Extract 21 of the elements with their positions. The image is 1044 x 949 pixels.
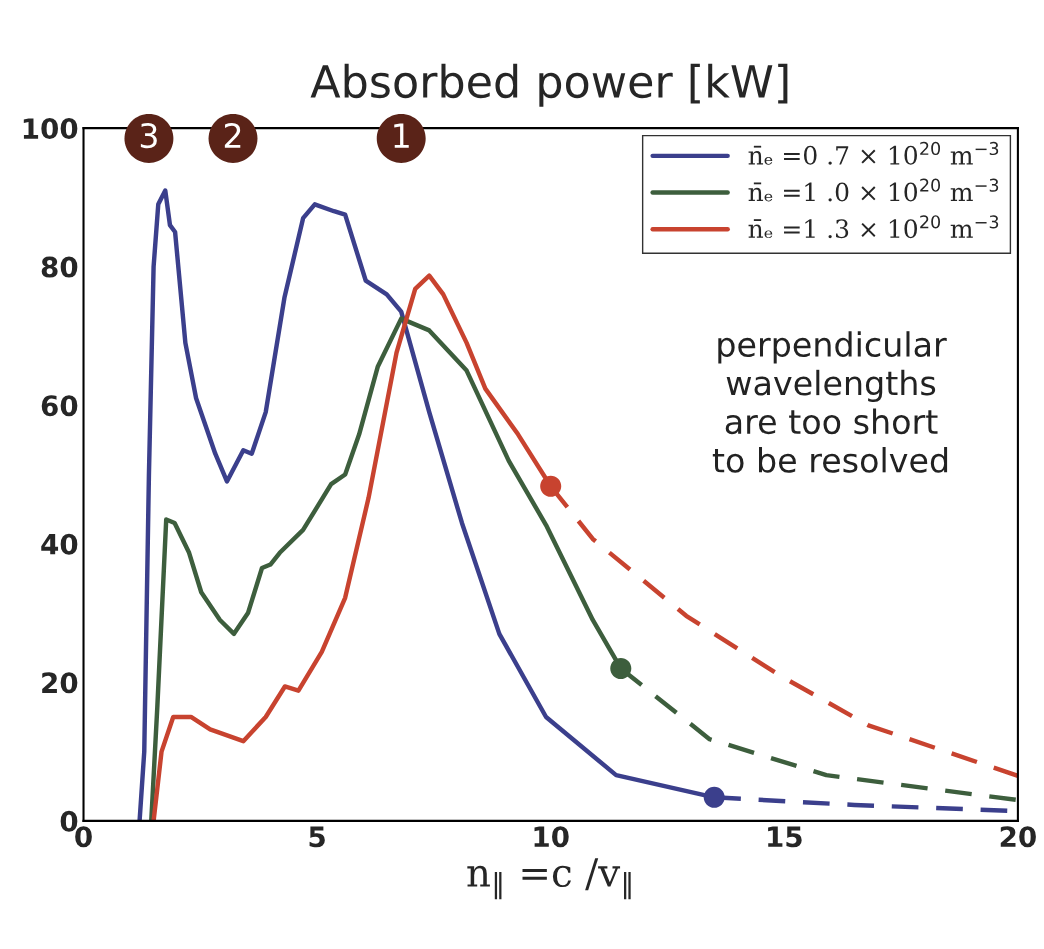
point — [540, 475, 562, 497]
y-tick-label: 60 — [41, 395, 78, 417]
annotation: 3 — [140, 122, 157, 149]
y-tick-label: 20 — [42, 672, 78, 694]
x-tick-label: 15 — [768, 826, 802, 848]
point — [703, 786, 725, 808]
chart-title: Absorbed power [kW] — [310, 63, 788, 107]
x-tick-label: 10 — [534, 826, 569, 848]
legend-label: n̄ₑ =0 .7 × 10$^{20}$ m$^{−3}$ — [748, 141, 999, 165]
legend-label: n̄ₑ =1 .0 × 10$^{20}$ m$^{−3}$ — [748, 178, 999, 202]
point — [610, 657, 632, 680]
x-tick-label: 20 — [1000, 826, 1036, 848]
y-tick-label: 40 — [41, 533, 78, 555]
y-tick-label: 80 — [41, 256, 78, 278]
annotation: 1 — [394, 123, 409, 148]
annotation: perpendicular wavelengths are too short to be resolved — [712, 331, 948, 473]
x-axis-title: n$_{‖}$ =c /v$_{‖}$ — [467, 858, 631, 900]
legend-label: n̄ₑ =1 .3 × 10$^{20}$ m$^{−3}$ — [748, 215, 999, 239]
annotation: 2 — [224, 122, 241, 148]
x-tick-label: 5 — [309, 826, 325, 848]
y-tick-label: 100 — [23, 118, 78, 140]
